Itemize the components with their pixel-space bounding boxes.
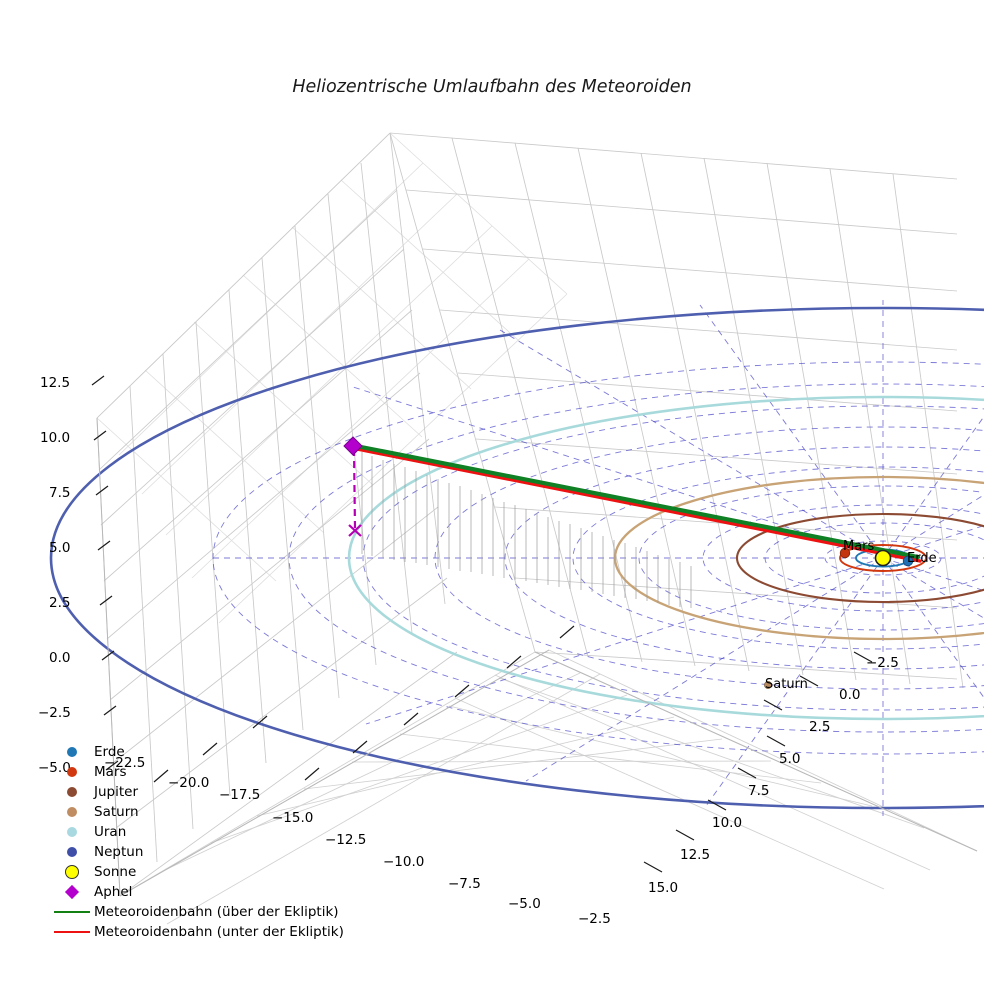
orbit-neptun — [49, 306, 984, 810]
legend-item: Mars — [50, 762, 344, 782]
legend-line-swatch — [50, 911, 94, 913]
legend-item: Meteoroidenbahn (unter der Ekliptik) — [50, 922, 344, 942]
x-tick: −15.0 — [272, 810, 314, 826]
erde-marker — [902, 555, 914, 567]
legend-item: Aphel — [50, 882, 344, 902]
y-tick: 7.5 — [748, 783, 770, 799]
legend-item: Neptun — [50, 842, 344, 862]
legend: Erde Mars Jupiter Saturn Uran Neptun Sonne Aphe… — [50, 742, 344, 942]
orbit-uran — [347, 395, 984, 721]
legend-item-label: Jupiter — [94, 784, 139, 800]
x-tick: −10.0 — [383, 854, 425, 870]
y-tick: 12.5 — [680, 847, 711, 863]
label-mars: Mars — [843, 539, 875, 554]
axis-spines — [96, 417, 978, 897]
y-tick-marks — [643, 651, 873, 873]
pane-back-top-cross — [96, 132, 568, 582]
z-tick: 10.0 — [40, 430, 71, 446]
saturn-marker — [764, 681, 772, 689]
y-tick: 10.0 — [712, 815, 743, 831]
orbit-mars — [839, 544, 927, 572]
legend-dot-marker — [50, 865, 94, 879]
legend-diamond-marker — [50, 884, 94, 900]
legend-item-label: Meteoroidenbahn (über der Ekliptik) — [94, 904, 339, 920]
sun-marker — [874, 549, 892, 567]
orbit-saturn — [613, 475, 984, 641]
x-tick: −17.5 — [219, 787, 261, 803]
mars-marker — [839, 547, 851, 559]
x-tick: −7.5 — [448, 876, 481, 892]
legend-item: Jupiter — [50, 782, 344, 802]
chart-title: Heliozentrische Umlaufbahn des Meteoroid… — [292, 77, 692, 97]
y-tick: 2.5 — [809, 719, 831, 735]
legend-item: Sonne — [50, 862, 344, 882]
y-tick: 0.0 — [839, 687, 861, 703]
z-tick: −5.0 — [38, 760, 71, 776]
legend-item: Erde — [50, 742, 344, 762]
pane-back-right — [389, 132, 958, 680]
y-tick: 15.0 — [648, 880, 679, 896]
legend-item: Meteoroidenbahn (über der Ekliptik) — [50, 902, 344, 922]
legend-line-swatch — [50, 931, 94, 933]
legend-item: Saturn — [50, 802, 344, 822]
z-tick: 12.5 — [40, 375, 71, 391]
legend-item-label: Mars — [94, 764, 127, 780]
pane-back-right-vert — [389, 132, 964, 689]
legend-dot-marker — [50, 847, 94, 857]
y-tick: 5.0 — [779, 751, 801, 767]
orbit-jupiter — [735, 512, 984, 604]
z-tick: 7.5 — [49, 485, 71, 501]
z-tick: −2.5 — [38, 705, 71, 721]
x-tick: −22.5 — [104, 755, 146, 771]
meteoroid-trajectory — [353, 443, 922, 563]
legend-item-label: Uran — [94, 824, 127, 840]
x-tick: −5.0 — [508, 896, 541, 912]
aphel-drop-line — [348, 448, 362, 537]
z-tick-marks — [91, 375, 119, 771]
polar-grid — [212, 300, 984, 816]
legend-item-label: Aphel — [94, 884, 133, 900]
legend-dot-marker — [50, 807, 94, 817]
meteoroid-above-ecliptic — [353, 443, 921, 560]
z-tick: 0.0 — [49, 650, 71, 666]
legend-item-label: Neptun — [94, 844, 144, 860]
z-tick: 5.0 — [49, 540, 71, 556]
legend-dot-marker — [50, 787, 94, 797]
pane-back-top — [96, 132, 568, 624]
x-tick: −12.5 — [325, 832, 367, 848]
legend-dot-marker — [50, 827, 94, 837]
aphel-marker — [343, 436, 363, 456]
x-tick: −2.5 — [578, 911, 611, 927]
meteoroid-below-ecliptic — [355, 447, 922, 563]
legend-item: Uran — [50, 822, 344, 842]
label-erde: Erde — [907, 551, 937, 566]
x-tick: −20.0 — [168, 775, 210, 791]
legend-item-label: Erde — [94, 744, 125, 760]
legend-dot-marker — [50, 767, 94, 777]
label-saturn: Saturn — [765, 677, 808, 692]
x-tick-marks — [153, 625, 575, 783]
legend-item-label: Meteoroidenbahn (unter der Ekliptik) — [94, 924, 344, 940]
planet-orbits — [49, 306, 984, 810]
meteoroid-drop-stems — [361, 452, 692, 608]
y-tick: −2.5 — [866, 655, 899, 671]
legend-item-label: Saturn — [94, 804, 139, 820]
z-tick: 2.5 — [49, 595, 71, 611]
legend-item-label: Sonne — [94, 864, 137, 880]
legend-dot-marker — [50, 747, 94, 757]
